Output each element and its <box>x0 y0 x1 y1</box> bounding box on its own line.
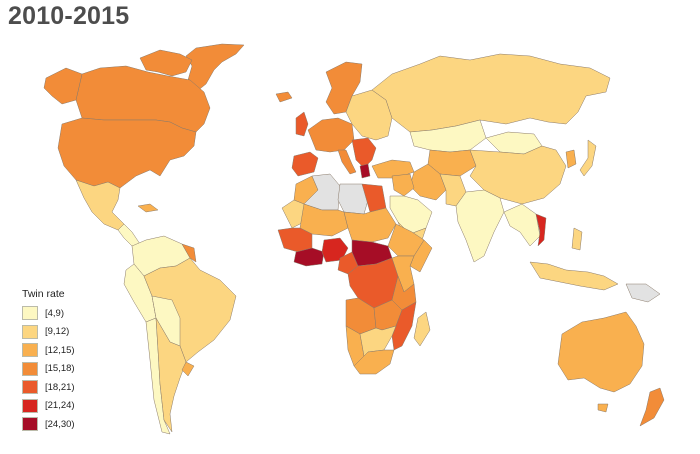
legend-item: [18,21) <box>22 378 112 397</box>
region-greece[interactable] <box>359 163 371 179</box>
region-gulf-of-guinea[interactable] <box>293 247 325 267</box>
region-india[interactable] <box>455 189 505 263</box>
legend-item: [15,18) <box>22 360 112 379</box>
region-indonesia[interactable] <box>529 261 619 291</box>
region-australia[interactable] <box>557 311 645 393</box>
region-mexico[interactable] <box>75 179 125 231</box>
legend-item: [4,9) <box>22 304 112 323</box>
region-alaska[interactable] <box>43 67 83 105</box>
region-western-europe[interactable] <box>307 117 355 153</box>
region-iraq-syria[interactable] <box>391 173 415 197</box>
legend-label: [9,12) <box>45 326 70 338</box>
legend-item: [9,12) <box>22 323 112 342</box>
legend-item: [12,15) <box>22 341 112 360</box>
region-russia[interactable] <box>371 53 611 133</box>
region-italy[interactable] <box>337 149 357 175</box>
region-iberia[interactable] <box>291 151 319 177</box>
region-new-guinea[interactable] <box>625 283 661 303</box>
region-tasmania[interactable] <box>597 403 609 413</box>
region-philippines[interactable] <box>571 227 583 251</box>
legend-swatch <box>22 324 38 339</box>
legend-swatch <box>22 417 38 432</box>
legend-label: [15,18) <box>45 363 75 375</box>
region-uruguay[interactable] <box>181 361 195 377</box>
legend-item: [21,24) <box>22 397 112 416</box>
legend-swatch <box>22 361 38 376</box>
region-uk[interactable] <box>295 111 309 137</box>
region-west-africa-coast[interactable] <box>277 227 313 253</box>
region-caribbean[interactable] <box>137 203 159 213</box>
map-title: 2010-2015 <box>8 2 130 30</box>
legend-label: [4,9) <box>45 307 65 319</box>
region-vietnam[interactable] <box>535 213 547 247</box>
legend-label: [18,21) <box>45 381 75 393</box>
region-argentina[interactable] <box>155 317 187 433</box>
legend-swatch <box>22 398 38 413</box>
legend-rows: [4,9) [9,12) [12,15) [15,18) [18,21) [21,24) [… <box>22 304 112 434</box>
region-madagascar[interactable] <box>413 311 431 347</box>
region-chad-sudan[interactable] <box>343 207 397 243</box>
region-greenland[interactable] <box>185 43 245 93</box>
region-south-africa[interactable] <box>353 349 395 375</box>
region-central-america[interactable] <box>117 223 141 247</box>
region-kazakhstan[interactable] <box>409 119 487 153</box>
legend-swatch <box>22 380 38 395</box>
region-iceland[interactable] <box>275 91 293 103</box>
region-korea[interactable] <box>565 149 577 169</box>
legend-item: [24,30) <box>22 415 112 434</box>
region-balkans[interactable] <box>351 137 377 169</box>
region-usa[interactable] <box>57 117 197 189</box>
region-arctic-islands[interactable] <box>139 49 193 77</box>
region-new-zealand[interactable] <box>639 387 665 427</box>
region-guianas[interactable] <box>181 243 197 263</box>
legend-swatch <box>22 306 38 321</box>
region-china[interactable] <box>469 145 567 205</box>
legend-label: [12,15) <box>45 344 75 356</box>
region-southeast-asia[interactable] <box>503 203 541 247</box>
legend-title: Twin rate <box>22 288 65 300</box>
legend-swatch <box>22 343 38 358</box>
legend-label: [21,24) <box>45 400 75 412</box>
region-japan[interactable] <box>579 139 597 177</box>
legend-label: [24,30) <box>45 418 75 430</box>
legend: Twin rate [4,9) [9,12) [12,15) [15,18) [18,2… <box>22 288 112 434</box>
